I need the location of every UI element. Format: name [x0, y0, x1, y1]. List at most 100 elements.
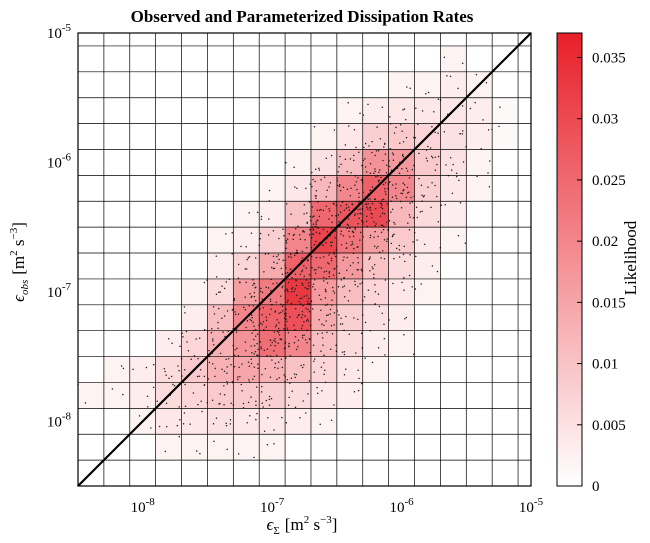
scatter-point — [248, 212, 250, 214]
scatter-point — [255, 418, 257, 421]
scatter-point — [308, 380, 311, 382]
scatter-point — [273, 267, 276, 270]
scatter-point — [230, 364, 232, 366]
scatter-point — [392, 153, 395, 156]
scatter-point — [286, 378, 289, 381]
scatter-point — [437, 132, 439, 134]
scatter-point — [395, 187, 397, 189]
scatter-point — [359, 112, 361, 115]
scatter-point — [256, 342, 258, 345]
heatmap-cell — [388, 97, 415, 124]
scatter-point — [357, 176, 359, 179]
scatter-point — [409, 216, 411, 218]
scatter-point — [345, 315, 347, 318]
scatter-point — [245, 245, 247, 248]
scatter-point — [250, 314, 253, 316]
scatter-point — [147, 406, 149, 408]
scatter-point — [283, 374, 285, 376]
scatter-point — [285, 422, 288, 424]
scatter-point — [301, 313, 304, 316]
scatter-point — [346, 227, 348, 229]
scatter-point — [283, 235, 285, 237]
scatter-point — [341, 201, 344, 204]
scatter-point — [314, 168, 317, 171]
scatter-point — [259, 238, 261, 240]
scatter-point — [374, 303, 376, 305]
scatter-point — [221, 285, 223, 287]
scatter-point — [211, 338, 214, 340]
scatter-point — [392, 282, 394, 285]
scatter-point — [253, 291, 256, 294]
scatter-point — [305, 187, 307, 190]
heatmap-cell — [155, 434, 182, 461]
scatter-point — [482, 119, 484, 121]
scatter-point — [237, 355, 240, 357]
scatter-point — [369, 198, 371, 200]
scatter-point — [354, 228, 356, 231]
x-tick-label: 10-6 — [389, 496, 414, 516]
scatter-point — [275, 324, 278, 326]
scatter-point — [165, 374, 167, 376]
y-tick-label: 10-5 — [47, 22, 72, 42]
scatter-point — [318, 167, 320, 170]
scatter-point — [394, 223, 396, 225]
scatter-point — [281, 366, 284, 369]
scatter-point — [289, 316, 291, 318]
scatter-point — [301, 337, 304, 339]
scatter-point — [459, 132, 461, 135]
plot-frame — [77, 32, 532, 487]
scatter-point — [290, 256, 292, 259]
scatter-point — [211, 399, 214, 402]
scatter-point — [384, 142, 386, 144]
scatter-point — [286, 238, 289, 240]
scatter-point — [301, 250, 304, 253]
scatter-point — [252, 321, 254, 324]
heatmap-cell — [466, 149, 493, 176]
scatter-point — [355, 180, 358, 183]
scatter-point — [385, 221, 388, 223]
scatter-point — [250, 319, 253, 322]
scatter-point — [306, 212, 308, 214]
scatter-point — [393, 257, 395, 260]
scatter-point — [345, 368, 347, 370]
scatter-point — [307, 308, 309, 311]
heatmap-cell — [310, 304, 337, 331]
scatter-point — [178, 435, 181, 438]
heatmap-cell — [259, 434, 286, 461]
scatter-point — [288, 345, 290, 347]
scatter-point — [352, 231, 355, 234]
scatter-point — [330, 245, 332, 247]
scatter-point — [171, 342, 173, 344]
scatter-point — [164, 450, 167, 453]
scatter-point — [366, 206, 368, 209]
scatter-point — [271, 359, 273, 361]
scatter-point — [207, 378, 210, 380]
heatmap-cell — [362, 97, 389, 124]
scatter-point — [380, 206, 382, 209]
scatter-point — [331, 332, 334, 335]
scatter-point — [233, 299, 235, 302]
scatter-point — [431, 265, 434, 267]
scatter-point — [343, 277, 346, 279]
heatmap-cell — [336, 123, 363, 150]
heatmap-cell — [388, 71, 415, 98]
scatter-point — [353, 154, 355, 157]
scatter-point — [404, 260, 406, 263]
scatter-point — [290, 288, 293, 290]
scatter-point — [346, 247, 348, 249]
scatter-point — [368, 257, 371, 260]
scatter-point — [329, 313, 331, 315]
scatter-point — [356, 188, 358, 191]
scatter-point — [234, 311, 236, 313]
scatter-point — [330, 259, 333, 262]
heatmap-cell — [336, 278, 363, 305]
heatmap-cell — [285, 356, 311, 383]
scatter-point — [356, 269, 358, 271]
scatter-point — [240, 383, 243, 386]
scatter-point — [333, 312, 336, 314]
scatter-point — [224, 335, 226, 338]
scatter-point — [263, 430, 266, 432]
scatter-point — [346, 188, 349, 191]
scatter-point — [346, 170, 349, 173]
one-to-one-line — [77, 32, 532, 487]
